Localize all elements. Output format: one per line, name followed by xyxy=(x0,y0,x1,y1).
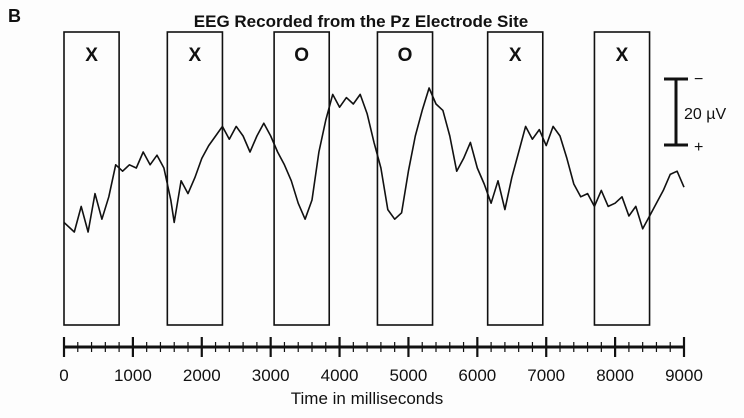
chart-title: EEG Recorded from the Pz Electrode Site xyxy=(194,12,528,31)
x-tick-label: 8000 xyxy=(596,366,634,385)
stimulus-window-label-3: O xyxy=(294,45,309,66)
x-tick-label: 4000 xyxy=(321,366,359,385)
x-tick-label: 9000 xyxy=(665,366,703,385)
x-tick-label: 1000 xyxy=(114,366,152,385)
x-tick-label: 0 xyxy=(59,366,68,385)
scale-bar-value-label: 20 µV xyxy=(684,106,726,123)
stimulus-window-label-4: O xyxy=(398,45,413,66)
panel-label: B xyxy=(8,6,21,26)
x-tick-label: 7000 xyxy=(527,366,565,385)
stimulus-window-label-6: X xyxy=(616,45,629,66)
stimulus-window-3 xyxy=(273,31,331,326)
eeg-trace xyxy=(63,87,685,233)
stimulus-window-1 xyxy=(63,31,120,326)
stimulus-window-4 xyxy=(376,31,434,326)
x-tick-label: 3000 xyxy=(252,366,290,385)
scale-bar-top-sign: − xyxy=(694,71,703,88)
stimulus-window-5 xyxy=(486,31,544,326)
stimulus-window-label-2: X xyxy=(189,45,202,66)
stimulus-window-6 xyxy=(593,31,651,326)
x-tick-label: 2000 xyxy=(183,366,221,385)
scale-bar-bottom-sign: + xyxy=(694,139,703,156)
stimulus-window-label-5: X xyxy=(509,45,522,66)
x-axis: 0 1000 2000 3000 4000 5000 6000 7000 8000 9000 xyxy=(59,337,703,385)
scale-bar: − 20 µV + xyxy=(664,71,726,156)
eeg-trace-line xyxy=(63,87,685,233)
x-tick-label: 5000 xyxy=(390,366,428,385)
stimulus-window-2 xyxy=(166,31,224,326)
x-tick-label: 6000 xyxy=(458,366,496,385)
stimulus-window-label-1: X xyxy=(85,45,98,66)
x-axis-label: Time in milliseconds xyxy=(291,389,443,408)
